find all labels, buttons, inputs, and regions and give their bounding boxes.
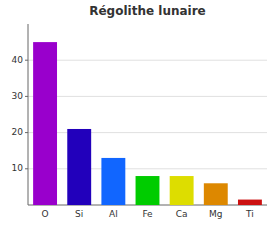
bar: [101, 158, 125, 205]
chart-title: Régolithe lunaire: [89, 4, 206, 18]
bar: [170, 176, 194, 205]
bar: [204, 183, 228, 205]
y-tick-label: 30: [12, 91, 24, 101]
y-tick-label: 10: [12, 163, 24, 173]
chart-container: 10 20 30 40 O Si Al Fe Ca Mg Ti Régolithe lunaire: [0, 0, 277, 225]
x-tick-label: Al: [109, 209, 118, 219]
x-tick-label: Mg: [209, 209, 222, 219]
y-tick-label: 20: [12, 127, 24, 137]
y-tick-label: 40: [12, 55, 24, 65]
grid-line: [28, 60, 267, 61]
bar: [67, 129, 91, 205]
grid: [28, 60, 267, 169]
y-axis-line: [28, 24, 29, 205]
grid-line: [28, 168, 267, 169]
grid-line: [28, 132, 267, 133]
x-tick-label: Fe: [142, 209, 153, 219]
x-tick-label: O: [42, 209, 49, 219]
bar: [136, 176, 160, 205]
grid-line: [28, 96, 267, 97]
x-tick-label: Ti: [245, 209, 254, 219]
bar: [33, 42, 57, 205]
x-tick-label: Ca: [176, 209, 188, 219]
bar: [238, 200, 262, 205]
bars: [33, 42, 262, 205]
x-tick-label: Si: [75, 209, 83, 219]
axes: 10 20 30 40 O Si Al Fe Ca Mg Ti: [12, 24, 267, 219]
chart-svg: 10 20 30 40 O Si Al Fe Ca Mg Ti Régolithe lunaire: [0, 0, 277, 225]
